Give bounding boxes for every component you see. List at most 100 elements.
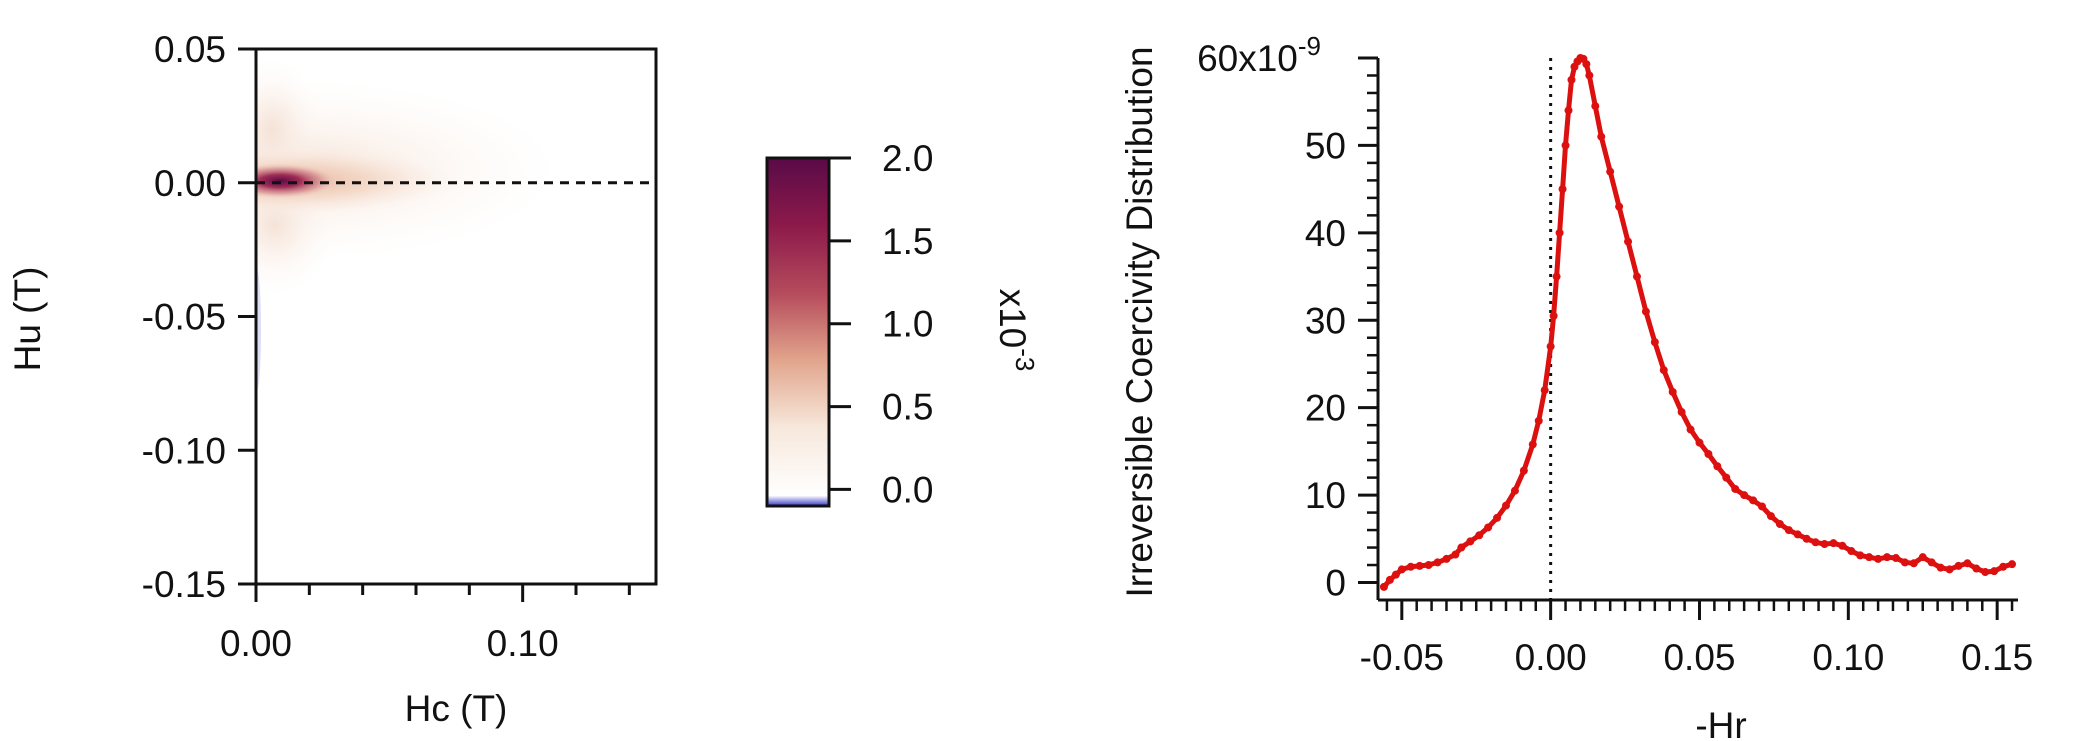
coercivity-point	[1722, 473, 1731, 482]
coercivity-point	[1936, 563, 1945, 572]
heatmap-x-axis: 0.00 0.10	[220, 584, 631, 664]
coercivity-point	[1624, 237, 1633, 246]
coercivity-point	[1457, 543, 1466, 552]
coercivity-point	[1909, 559, 1918, 568]
line-y-tick-mantissa: 60x10	[1197, 38, 1298, 79]
coercivity-point	[1510, 486, 1519, 495]
coercivity-point	[1549, 311, 1558, 320]
heatmap-y-tick-label: -0.10	[142, 430, 226, 471]
coercivity-point	[1981, 568, 1990, 577]
heatmap-x-axis-label: Hc (T)	[405, 688, 508, 729]
line-x-axis-label: -Hr	[1695, 705, 1746, 741]
coercivity-point	[1561, 141, 1570, 150]
forc-heatmap-chart: 0.050.00-0.05-0.10-0.15 0.00 0.10 Hu (T) …	[7, 29, 658, 729]
line-x-tick-label: 0.15	[1961, 637, 2033, 678]
coercivity-point	[1484, 523, 1493, 532]
coercivity-point	[1555, 228, 1564, 237]
coercivity-point	[1999, 562, 2008, 571]
coercivity-point	[1856, 551, 1865, 560]
colorbar-multiplier: x10	[992, 289, 1033, 349]
coercivity-point	[1475, 531, 1484, 540]
heatmap-y-axis-label: Hu (T)	[7, 267, 48, 372]
coercivity-point	[1385, 575, 1394, 584]
heatmap-halo	[255, 147, 455, 215]
coercivity-point	[1528, 440, 1537, 449]
coercivity-point	[1442, 554, 1451, 563]
coercivity-point	[1424, 561, 1433, 570]
coercivity-point	[1713, 462, 1722, 471]
coercivity-point	[1546, 342, 1555, 351]
coercivity-point	[1391, 570, 1400, 579]
coercivity-point	[1775, 519, 1784, 528]
coercivity-point	[1972, 564, 1981, 573]
coercivity-point	[1534, 416, 1543, 425]
line-y-tick-label: 10	[1305, 475, 1346, 516]
line-y-tick-label: 50	[1305, 125, 1346, 166]
coercivity-point	[1502, 501, 1510, 510]
coercivity-point	[1591, 102, 1600, 111]
line-y-tick-label: 40	[1305, 213, 1346, 254]
coercivity-point	[1838, 541, 1847, 550]
coercivity-point	[1433, 558, 1442, 567]
coercivity-point	[1784, 526, 1793, 535]
coercivity-point	[1379, 582, 1388, 591]
coercivity-point	[1597, 132, 1606, 141]
coercivity-point	[1415, 561, 1424, 570]
line-y-tick-label: 30	[1305, 300, 1346, 341]
coercivity-point	[1865, 553, 1874, 562]
line-series	[1379, 54, 2017, 591]
heatmap-y-tick-label: -0.05	[142, 297, 226, 338]
coercivity-point	[1963, 559, 1972, 568]
heatmap-y-tick-label: 0.05	[154, 29, 226, 70]
coercivity-point	[1900, 558, 1909, 567]
heatmap-y-axis: 0.05 0.00 -0.05 -0.10 -0.15	[142, 29, 256, 605]
heatmap-y-tick-label: 0.00	[154, 163, 226, 204]
coercivity-point	[1802, 534, 1811, 543]
coercivity-point	[1582, 60, 1591, 69]
colorbar-tick-label: 1.5	[882, 221, 933, 262]
coercivity-point	[1918, 553, 1927, 562]
coercivity-point	[1397, 565, 1406, 574]
coercivity-point	[1927, 558, 1936, 567]
line-x-tick-label: 0.05	[1663, 637, 1735, 678]
coercivity-point	[1847, 547, 1856, 556]
heatmap-field	[255, 58, 560, 390]
line-y-tick-label: 20	[1305, 388, 1346, 429]
colorbar-gradient	[765, 156, 831, 508]
coercivity-point	[1731, 484, 1740, 493]
coercivity-point	[1793, 530, 1802, 539]
coercivity-point	[1954, 561, 1963, 570]
coercivity-point	[1686, 425, 1695, 434]
coercivity-point	[1558, 185, 1567, 194]
coercivity-point	[1632, 272, 1641, 281]
coercivity-point	[1820, 540, 1829, 549]
coercivity-point	[2008, 560, 2017, 569]
heatmap-x-tick-label: 0.00	[220, 623, 292, 664]
coercivity-point	[1677, 408, 1686, 417]
coercivity-point	[1493, 513, 1502, 522]
colorbar-tick-label: 0.5	[882, 387, 933, 428]
coercivity-point	[1758, 502, 1766, 511]
coercivity-point	[1615, 202, 1624, 211]
coercivity-point	[1811, 538, 1820, 547]
coercivity-point	[1695, 438, 1704, 447]
coercivity-point	[1552, 272, 1561, 281]
coercivity-point	[1606, 167, 1615, 176]
coercivity-point	[1540, 386, 1549, 395]
line-y-tick-exponent: -9	[1298, 31, 1321, 61]
colorbar-tick-label: 0.0	[882, 469, 933, 510]
coercivity-point	[1945, 565, 1954, 574]
coercivity-point	[1564, 106, 1573, 115]
colorbar-tick-label: 1.0	[882, 304, 933, 345]
line-x-tick-label: -0.05	[1360, 637, 1444, 678]
colorbar-ticks: 2.0 1.5 1.0 0.5 0.0	[829, 138, 933, 510]
coercivity-line-chart: 0 10 20 30 40 50 60x10-9 -0.05 0.00 0.05 0.10 0.15…	[1119, 31, 2033, 741]
coercivity-point	[1451, 550, 1460, 559]
coercivity-point	[1990, 567, 1999, 576]
coercivity-point	[1406, 562, 1415, 571]
coercivity-point	[1519, 466, 1528, 475]
colorbar-tick-label: 2.0	[882, 138, 933, 179]
coercivity-point	[1585, 71, 1594, 80]
coercivity-point	[1829, 539, 1838, 548]
